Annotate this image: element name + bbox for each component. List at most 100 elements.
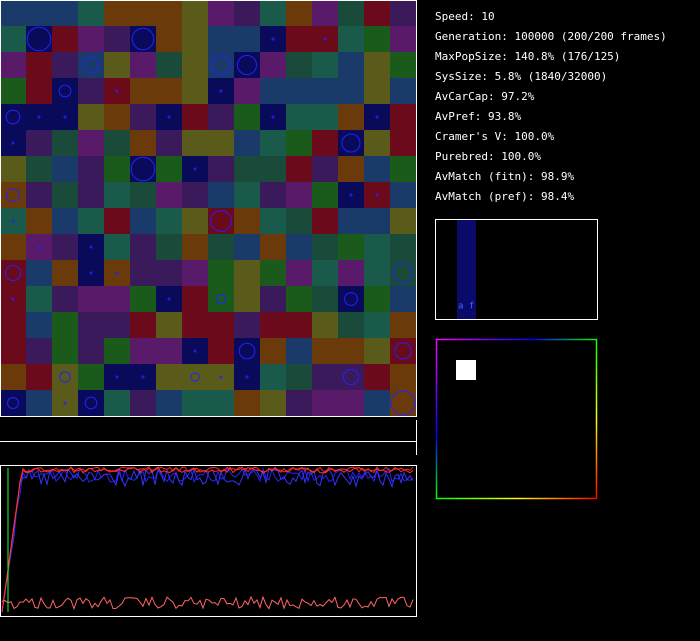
individual [219,375,223,379]
cell [390,26,416,52]
individual [89,245,93,249]
cell [390,364,416,390]
cell [52,156,78,182]
cell [364,78,390,104]
stat-line: Purebred: 100.0% [435,150,541,163]
individual [271,37,275,41]
cell [338,390,364,416]
cell [260,182,286,208]
cell [182,390,208,416]
cell [182,286,208,312]
individual [344,292,358,306]
cell [130,338,156,364]
individual [341,133,361,153]
cell [104,312,130,338]
cell [156,78,182,104]
cell [156,364,182,390]
cell [286,312,312,338]
cell [182,0,208,26]
cell [182,182,208,208]
cell [156,260,182,286]
cell [234,182,260,208]
cell [286,78,312,104]
cell [208,286,234,312]
cell [26,260,52,286]
cell [26,286,52,312]
individual [245,375,249,379]
cell [390,156,416,182]
cell [0,234,26,260]
cell [364,182,390,208]
individual [167,115,171,119]
cell [260,390,286,416]
cell [26,234,52,260]
individual [7,397,19,409]
cell [104,182,130,208]
cell [104,26,130,52]
cell [260,130,286,156]
cell [182,104,208,130]
cell [0,52,26,78]
cell [364,286,390,312]
cell [234,0,260,26]
cell [130,0,156,26]
cell [260,78,286,104]
cell [0,312,26,338]
cell [156,312,182,338]
cell [130,26,156,52]
individual [115,89,119,93]
individual [390,390,416,416]
cell [26,208,52,234]
preference-box [435,338,598,500]
cell [260,260,286,286]
cell [156,104,182,130]
cell [0,0,26,26]
cell [130,130,156,156]
cell [260,338,286,364]
cell [390,234,416,260]
stat-line: Speed: 10 [435,10,495,23]
individual [210,210,232,232]
cell [286,182,312,208]
cell [26,78,52,104]
cell [286,0,312,26]
cell [364,156,390,182]
individual [375,193,379,197]
cell [52,364,78,390]
cell [286,364,312,390]
individual [82,56,100,74]
cell [364,130,390,156]
individual [6,188,20,202]
stat-line: AvPref: 93.8% [435,110,521,123]
stat-line: AvMatch (fitn): 98.9% [435,170,574,183]
cell [26,182,52,208]
cell [338,338,364,364]
plot-line [1,466,414,613]
cell [156,130,182,156]
individual [11,141,15,145]
cell [52,312,78,338]
cell [312,286,338,312]
cell [156,182,182,208]
cell [104,208,130,234]
cell [78,52,104,78]
cell [0,182,26,208]
individual [5,109,21,125]
stat-line: MaxPopSize: 140.8% (176/125) [435,50,620,63]
cell [26,156,52,182]
cell [364,312,390,338]
cell [182,130,208,156]
history-plot [1,466,414,613]
cell [390,208,416,234]
individual [131,27,155,51]
cell [390,312,416,338]
cell [78,182,104,208]
cell [208,156,234,182]
cell [312,0,338,26]
cell [312,156,338,182]
individual [193,167,197,171]
cell [0,364,26,390]
cell [312,234,338,260]
cell [338,156,364,182]
